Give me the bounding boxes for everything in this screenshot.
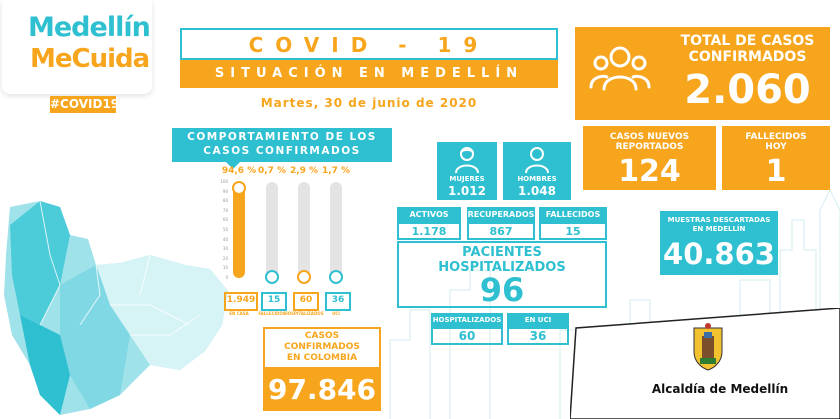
hospitalized-patients-label-1: PACIENTES (462, 245, 542, 260)
behavior-title-2: CASOS CONFIRMADOS (203, 145, 361, 157)
y-tick-label: 50 (222, 227, 228, 232)
bar-percent-label: 1,7 % (321, 166, 351, 176)
people-icon (589, 46, 651, 91)
page-subtitle: SITUACIÓN EN MEDELLÍN (180, 60, 558, 88)
total-confirmed-card: TOTAL DE CASOS CONFIRMADOS 2.060 (575, 27, 830, 120)
bar-category-label: UCI (332, 311, 340, 316)
bar-track (266, 182, 278, 278)
colombia-value: 97.846 (263, 369, 381, 411)
bar-top-marker (232, 181, 246, 196)
bar-count-label: 15 (261, 292, 287, 311)
hospitalized-patients-label-2: HOSPITALIZADOS (438, 260, 566, 275)
active-label: ACTIVOS (397, 207, 461, 223)
deaths-value: 15 (539, 222, 607, 240)
y-tick-label: 20 (222, 255, 228, 261)
men-label: HOMBRES (517, 175, 557, 183)
hashtag-badge: #COVID19 (50, 96, 120, 113)
y-tick-label: 10 (222, 265, 228, 271)
women-card: MUJERES 1.012 (437, 142, 497, 200)
icu-label: EN UCI (507, 313, 569, 327)
bar-top-marker (265, 270, 279, 284)
hospitalized-patients-value: 96 (479, 271, 525, 309)
recovered-label: RECUPERADOS (467, 207, 535, 223)
deaths-label: FALLECIDOS (539, 207, 607, 223)
man-icon (525, 147, 549, 174)
men-card: HOMBRES 1.048 (503, 142, 571, 200)
new-cases-label-2: REPORTADOS (615, 142, 684, 152)
behavior-title: COMPORTAMIENTO DE LOS CASOS CONFIRMADOS (172, 128, 392, 162)
y-tick-label: 30 (222, 246, 228, 252)
women-value: 1.012 (448, 184, 486, 198)
active-value: 1.178 (397, 222, 461, 240)
y-tick-label: 70 (222, 207, 228, 213)
bar-top-marker (297, 270, 311, 284)
bar-count-label: 60 (293, 292, 319, 311)
bar-track (330, 182, 342, 278)
bar-percent-label: 94,6 % (221, 166, 257, 176)
bar-count-label: 36 (325, 292, 351, 311)
page-title-text: COVID - 19 (248, 33, 490, 57)
total-label-2: CONFIRMADOS (688, 49, 807, 65)
new-cases-value: 124 (618, 154, 681, 189)
icu-value: 36 (507, 327, 569, 345)
discarded-samples-card: MUESTRAS DESCARTADAS EN MEDELLÍN 40.863 (660, 211, 778, 275)
report-date: Martes, 30 de junio de 2020 (260, 96, 478, 110)
behavior-title-1: COMPORTAMIENTO DE LOS (187, 131, 377, 143)
logo-card: Medellín MeCuida (2, 0, 152, 94)
women-label: MUJERES (449, 175, 485, 183)
y-tick-label: 60 (222, 217, 228, 223)
behavior-chart: 100 90 80 70 60 50 40 30 20 10 0 94,6 % 1.949 EN CASA… (214, 166, 364, 316)
hospitalized-patients-card: PACIENTES HOSPITALIZADOS 96 (397, 241, 607, 309)
bar-count-label: 1.949 (224, 292, 258, 311)
alcaldia-name: Alcaldía de Medellín (651, 382, 789, 396)
logo-line2: MeCuida (30, 44, 150, 74)
woman-icon (455, 147, 479, 174)
deaths-today-card: FALLECIDOS HOY 1 (722, 126, 830, 190)
medellin-coat-of-arms (693, 323, 723, 371)
colombia-label-2: CONFIRMADOS (284, 342, 360, 352)
page-subtitle-text: SITUACIÓN EN MEDELLÍN (214, 66, 524, 81)
bar-percent-label: 0,7 % (257, 166, 287, 176)
logo-line1: Medellín (28, 12, 151, 43)
deaths-today-label-1: FALLECIDOS (745, 132, 807, 142)
behavior-title-pointer (226, 162, 240, 169)
y-tick-label: 100 (220, 179, 228, 184)
hosp-label: HOSPITALIZADOS (431, 313, 503, 327)
hosp-value: 60 (431, 327, 503, 345)
antioquia-map (4, 200, 228, 415)
total-label-1: TOTAL DE CASOS (680, 33, 815, 49)
bar-category-label: FALLECIDOS (258, 311, 286, 316)
men-value: 1.048 (518, 184, 556, 198)
recovered-value: 867 (467, 222, 535, 240)
y-tick-label: 40 (222, 236, 228, 242)
bar-category-label: HOSPITALIZADOS (284, 311, 324, 316)
discarded-samples-value: 40.863 (663, 237, 775, 271)
y-tick-label: 80 (222, 198, 228, 204)
new-cases-card: CASOS NUEVOS REPORTADOS 124 (583, 126, 716, 190)
new-cases-label-1: CASOS NUEVOS (609, 132, 690, 142)
bar-percent-label: 2,9 % (289, 166, 319, 176)
deaths-today-label-2: HOY (765, 142, 787, 152)
discarded-samples-label-1: MUESTRAS DESCARTADAS (667, 216, 771, 224)
colombia-label-3: EN COLOMBIA (286, 353, 358, 363)
bar-category-label: EN CASA (229, 311, 249, 316)
total-value: 2.060 (684, 67, 811, 113)
discarded-samples-label-2: EN MEDELLÍN (692, 225, 746, 233)
bar-track (298, 182, 310, 278)
y-tick-label: 0 (225, 275, 228, 280)
deaths-today-value: 1 (765, 154, 787, 189)
bar-top-marker (329, 270, 343, 284)
bar-fill (233, 187, 245, 278)
colombia-cases-card: CASOS CONFIRMADOS EN COLOMBIA (263, 327, 381, 369)
colombia-label-1: CASOS (304, 331, 340, 341)
y-tick-label: 90 (222, 188, 228, 194)
page-title: COVID - 19 (180, 28, 558, 60)
